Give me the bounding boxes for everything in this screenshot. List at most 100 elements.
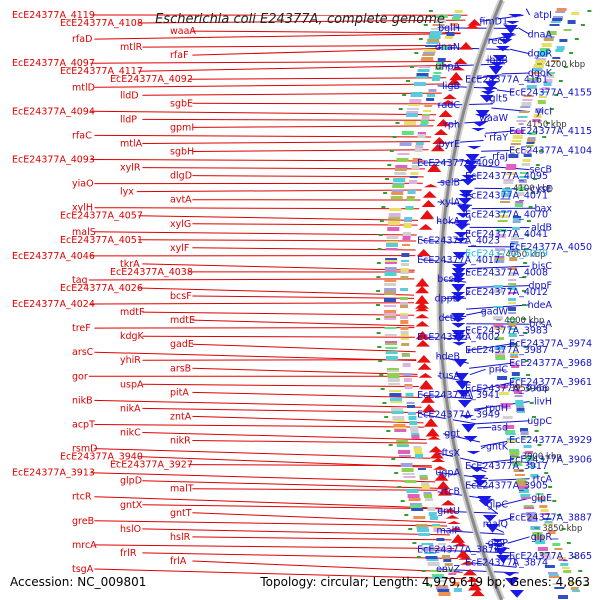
forward-gene-arrow	[438, 110, 453, 117]
tick-dash	[395, 122, 400, 124]
reverse-gene-label: EcE24377A_3987	[465, 345, 548, 356]
cog-band-segment	[541, 87, 550, 90]
tick-dash	[532, 416, 536, 418]
forward-gene-label: mtlR	[120, 42, 143, 53]
forward-gene-arrow	[436, 481, 451, 490]
cog-band-segment	[417, 134, 426, 138]
reverse-gene-arrow	[453, 238, 468, 243]
reverse-gene-arrow	[505, 21, 520, 25]
forward-gene-label: avtA	[170, 195, 192, 206]
cog-band-segment	[532, 532, 543, 536]
cog-band-segment	[510, 456, 521, 458]
label-connector	[466, 323, 530, 325]
kbp-label: 4000 kbp	[504, 316, 544, 326]
kbp-label: 4150 kbp	[527, 120, 567, 130]
reverse-gene-label: dctA	[439, 313, 461, 324]
label-connector	[94, 520, 448, 527]
forward-gene-label: EcE24377A_3940	[60, 452, 143, 463]
label-connector	[466, 310, 486, 316]
cog-band-segment	[512, 377, 521, 380]
forward-gene-label: rsmD	[72, 444, 97, 455]
tick-dash	[387, 164, 392, 166]
forward-gene-arrow	[419, 216, 434, 220]
reverse-gene-arrow	[466, 451, 481, 455]
forward-gene-arrow	[419, 380, 434, 389]
cog-band-segment	[525, 512, 536, 516]
label-connector	[437, 452, 485, 465]
cog-band-segment	[523, 154, 532, 157]
forward-gene-label: gpmI	[170, 122, 194, 133]
reverse-gene-arrow	[454, 232, 469, 238]
forward-gene-arrow	[467, 582, 482, 591]
cog-band-segment	[504, 425, 515, 429]
cog-band-segment	[493, 327, 504, 330]
cog-band-segment	[399, 142, 412, 146]
kbp-label: 4100 kbp	[513, 184, 553, 194]
forward-gene-arrow	[415, 302, 429, 309]
genome-backbone	[438, 0, 504, 600]
label-connector	[90, 61, 452, 64]
forward-gene-arrow	[431, 458, 446, 462]
reverse-gene-label: ftsX	[442, 448, 461, 459]
forward-gene-label: gntT	[170, 508, 192, 519]
cog-band-segment	[414, 452, 423, 454]
forward-gene-arrow	[443, 508, 458, 513]
label-connector	[94, 399, 422, 408]
forward-gene-arrow	[437, 487, 452, 496]
cog-band-segment	[549, 576, 560, 578]
label-connector	[142, 528, 450, 536]
forward-gene-label: mdtE	[170, 315, 195, 326]
cog-band-segment	[509, 449, 519, 452]
cog-band-segment	[390, 401, 403, 403]
cog-band-segment	[409, 421, 418, 425]
cog-band-segment	[388, 383, 401, 385]
label-connector	[421, 549, 511, 554]
forward-gene-label: lldD	[120, 90, 139, 101]
cog-band-segment	[559, 39, 568, 42]
cog-band-segment	[413, 448, 422, 452]
label-connector	[469, 562, 517, 568]
cog-band-segment	[390, 398, 402, 401]
cog-band-segment	[533, 66, 544, 69]
reverse-gene-label: EcE24377A_3876	[417, 545, 500, 556]
cog-band-segment	[445, 36, 454, 39]
cog-band-segment	[534, 110, 543, 113]
cog-band-segment	[510, 243, 519, 245]
reverse-gene-label: EcE24377A_3941	[417, 390, 500, 401]
cog-band-segment	[424, 552, 437, 554]
forward-gene-arrow	[456, 550, 471, 558]
cog-band-segment	[538, 51, 549, 55]
forward-gene-label: acpT	[72, 420, 95, 431]
cog-band-segment	[535, 60, 546, 64]
cog-band-segment	[505, 433, 516, 435]
label-connector	[478, 165, 530, 171]
reverse-gene-label: EcE24377A_3983	[465, 326, 548, 337]
cog-band-segment	[421, 482, 430, 486]
forward-gene-arrow	[449, 72, 464, 81]
cog-band-segment	[509, 257, 518, 261]
reverse-gene-arrow	[473, 480, 488, 487]
tick-dash	[523, 262, 528, 264]
forward-gene-label: EcE24377A_4117	[60, 66, 143, 77]
forward-gene-label: mtlD	[72, 82, 95, 93]
cog-band-segment	[387, 378, 400, 382]
reverse-gene-arrow	[457, 205, 472, 213]
label-connector	[476, 420, 530, 425]
reverse-gene-arrow	[459, 190, 474, 198]
cog-band-segment	[427, 94, 436, 97]
cog-band-segment	[516, 406, 525, 408]
cog-band-segment	[499, 392, 510, 395]
cog-band-segment	[401, 343, 410, 346]
reverse-gene-label: EcE24377A_4095	[465, 171, 548, 182]
cog-band-segment	[428, 35, 441, 39]
tick-dash	[377, 346, 382, 348]
cog-band-segment	[426, 559, 439, 561]
cog-band-segment	[496, 369, 507, 371]
forward-gene-label: gadE	[170, 339, 194, 350]
label-connector	[94, 544, 455, 550]
cog-band-segment	[550, 538, 559, 540]
tick-dash	[400, 500, 405, 502]
cog-band-segment	[437, 58, 446, 62]
cog-band-segment	[538, 96, 547, 98]
forward-gene-arrow	[466, 577, 480, 582]
